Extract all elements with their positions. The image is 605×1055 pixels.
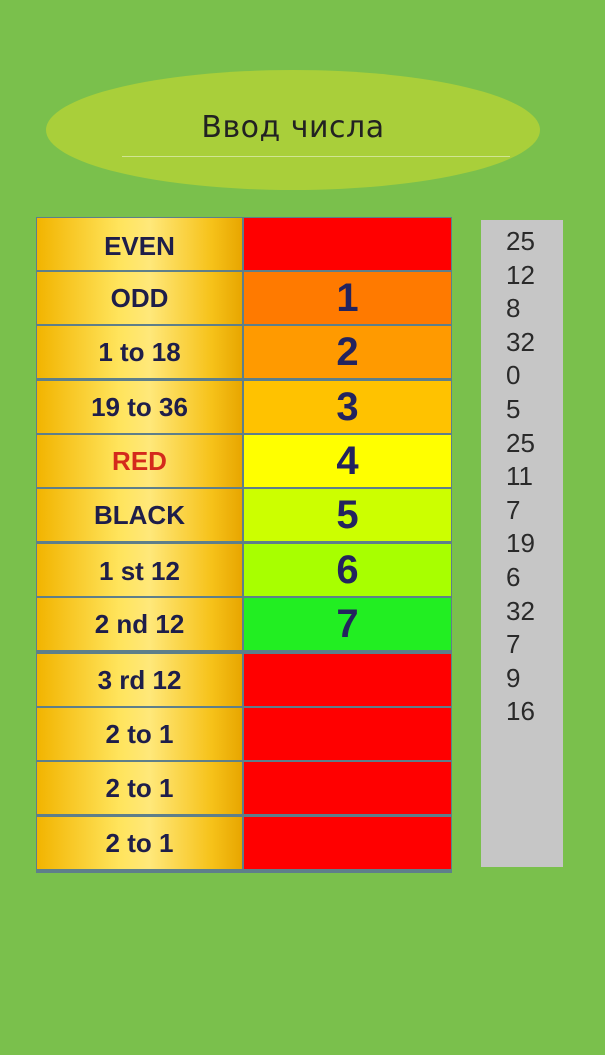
bet-option-value[interactable]: 7: [244, 598, 451, 650]
bet-option-label[interactable]: 1 st 12: [37, 544, 242, 596]
history-list: 25 12 8 32 0 5 25 11 7 19 6 32 7 9 16: [506, 225, 535, 729]
bet-option-label[interactable]: EVEN: [37, 218, 242, 270]
bet-row: BLACK 5: [36, 488, 452, 542]
history-number: 0: [506, 360, 521, 391]
bet-option-label[interactable]: 2 to 1: [37, 762, 242, 814]
bet-row: 19 to 36 3: [36, 380, 452, 434]
bet-option-value[interactable]: 6: [244, 544, 451, 596]
bet-row: 2 nd 12 7: [36, 597, 452, 651]
bet-option-value[interactable]: [244, 218, 451, 270]
bet-row: 2 to 1: [36, 816, 452, 870]
history-number: 11: [506, 461, 533, 492]
bet-option-value[interactable]: 2: [244, 326, 451, 378]
bet-option-label[interactable]: RED: [37, 435, 242, 487]
bet-option-value[interactable]: 1: [244, 272, 451, 324]
history-number: 12: [506, 259, 535, 290]
bet-option-label[interactable]: ODD: [37, 272, 242, 324]
bet-option-value[interactable]: [244, 654, 451, 706]
bet-option-label[interactable]: 2 to 1: [37, 817, 242, 869]
history-number: 32: [506, 326, 535, 357]
bet-option-value[interactable]: [244, 762, 451, 814]
bet-option-value[interactable]: 5: [244, 489, 451, 541]
bet-option-label[interactable]: BLACK: [37, 489, 242, 541]
bet-option-value[interactable]: [244, 817, 451, 869]
bet-option-label[interactable]: 1 to 18: [37, 326, 242, 378]
history-number: 8: [506, 293, 521, 324]
input-number-button-label: Ввод числа: [201, 110, 385, 145]
input-number-button[interactable]: Ввод числа: [46, 70, 540, 190]
bet-row: ODD 1: [36, 271, 452, 325]
bet-option-label[interactable]: 3 rd 12: [37, 654, 242, 706]
bet-option-label[interactable]: 2 nd 12: [37, 598, 242, 650]
history-number: 25: [506, 226, 535, 256]
bet-row: EVEN: [36, 217, 452, 271]
history-number: 6: [506, 561, 521, 592]
bet-row: 2 to 1: [36, 707, 452, 761]
bet-option-label[interactable]: 19 to 36: [37, 381, 242, 433]
bet-row: RED 4: [36, 434, 452, 488]
history-number: 25: [506, 427, 535, 458]
bet-row: 1 to 18 2: [36, 325, 452, 379]
history-number: 16: [506, 696, 535, 727]
history-number: 9: [506, 662, 521, 693]
bet-option-label[interactable]: 2 to 1: [37, 708, 242, 760]
history-number: 32: [506, 595, 535, 626]
bet-row: 2 to 1: [36, 761, 452, 815]
history-number: 7: [506, 629, 521, 660]
bet-row: 3 rd 12: [36, 653, 452, 707]
bet-row: 1 st 12 6: [36, 543, 452, 597]
history-number: 19: [506, 528, 535, 559]
history-panel: 25 12 8 32 0 5 25 11 7 19 6 32 7 9 16: [481, 220, 563, 867]
bet-table: EVEN ODD 1 1 to 18 2 19 to 36 3 RED 4 BLACK 5 1 st …: [36, 217, 452, 873]
bet-option-value[interactable]: 4: [244, 435, 451, 487]
button-highlight-line: [122, 156, 510, 157]
history-number: 5: [506, 393, 521, 424]
bet-option-value[interactable]: 3: [244, 381, 451, 433]
history-number: 7: [506, 494, 521, 525]
bet-option-value[interactable]: [244, 708, 451, 760]
